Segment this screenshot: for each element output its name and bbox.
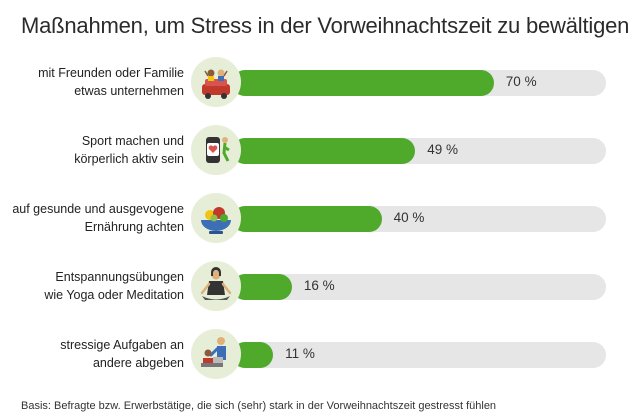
category-label-line1: Entspannungsübungen [55, 270, 184, 284]
bar-row: auf gesunde und ausgevogene Ernährung ach… [0, 191, 636, 247]
category-label-line2: etwas unternehmen [74, 84, 184, 98]
category-label: mit Freunden oder Familie etwas unternehm… [0, 64, 184, 100]
bar-row: stressige Aufgaben an andere abgeben 11 % [0, 327, 636, 383]
yoga-meditation-icon [191, 261, 241, 311]
category-label: Entspannungsübungen wie Yoga oder Meditat… [0, 268, 184, 304]
bar-track [232, 274, 606, 300]
chart-title: Maßnahmen, um Stress in der Vorweihnacht… [21, 13, 630, 38]
data-label: 11 % [285, 346, 315, 361]
bar-row: Entspannungsübungen wie Yoga oder Meditat… [0, 259, 636, 315]
friends-in-car-icon [191, 57, 241, 107]
data-label: 40 % [393, 210, 425, 225]
bar-row: mit Freunden oder Familie etwas unternehm… [0, 55, 636, 111]
bar [232, 138, 416, 164]
category-label-line1: stressige Aufgaben an [60, 338, 184, 352]
bar [232, 70, 494, 96]
category-label-line2: Ernährung achten [84, 220, 184, 234]
category-label: Sport machen und körperlich aktiv sein [0, 132, 184, 168]
category-label: auf gesunde und ausgevogene Ernährung ach… [0, 200, 184, 236]
delegate-task-icon [191, 329, 241, 379]
category-label-line1: mit Freunden oder Familie [38, 66, 184, 80]
fitness-tracker-icon [191, 125, 241, 175]
data-label: 70 % [505, 74, 537, 89]
bar-track [232, 342, 606, 368]
category-label-line1: auf gesunde und ausgevogene [12, 202, 184, 216]
footnote: Basis: Befragte bzw. Erwerbstätige, die … [21, 400, 497, 412]
category-label-line2: körperlich aktiv sein [74, 152, 184, 166]
data-label: 16 % [303, 278, 335, 293]
category-label: stressige Aufgaben an andere abgeben [0, 336, 184, 372]
bar [232, 274, 292, 300]
bar [232, 206, 382, 232]
bar-row: Sport machen und körperlich aktiv sein 49 … [0, 123, 636, 179]
category-label-line1: Sport machen und [81, 134, 184, 148]
category-label-line2: andere abgeben [92, 356, 184, 370]
data-label: 49 % [427, 142, 459, 157]
category-label-line2: wie Yoga oder Meditation [44, 288, 184, 302]
healthy-food-bowl-icon [191, 193, 241, 243]
